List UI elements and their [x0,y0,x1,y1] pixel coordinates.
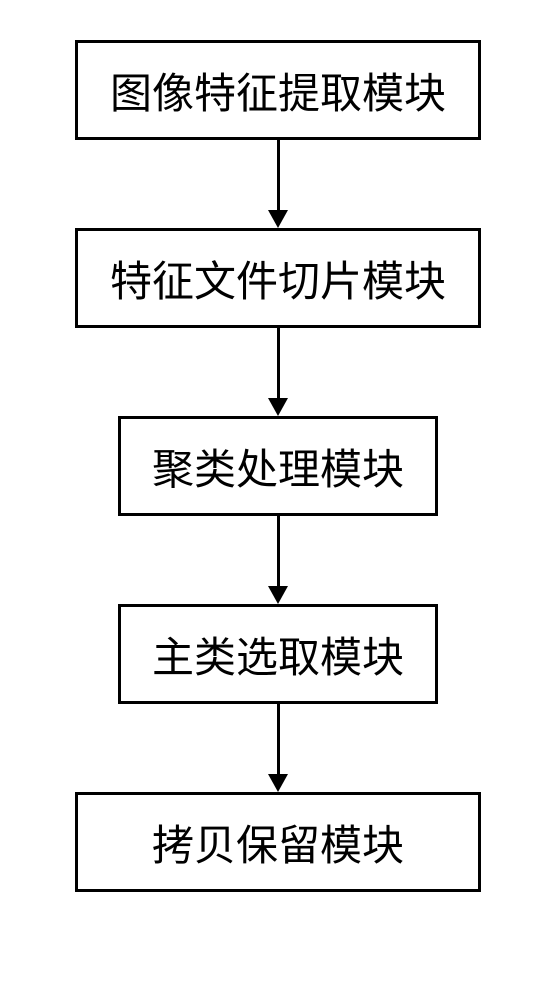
node-label: 图像特征提取模块 [110,60,446,121]
arrow-2-3 [268,328,288,416]
arrow-head-icon [268,774,288,792]
arrow-line [277,140,280,210]
flowchart-container: 图像特征提取模块 特征文件切片模块 聚类处理模块 主类选取模块 拷贝保留模块 [0,0,556,892]
node-label: 特征文件切片模块 [110,248,446,309]
arrow-head-icon [268,586,288,604]
node-copy-retention: 拷贝保留模块 [75,792,481,892]
node-main-class-selection: 主类选取模块 [118,604,438,704]
node-label: 聚类处理模块 [152,436,404,497]
node-image-feature-extraction: 图像特征提取模块 [75,40,481,140]
node-label: 主类选取模块 [152,624,404,685]
node-clustering-processing: 聚类处理模块 [118,416,438,516]
arrow-line [277,704,280,774]
arrow-line [277,328,280,398]
node-feature-file-slice: 特征文件切片模块 [75,228,481,328]
arrow-head-icon [268,398,288,416]
arrow-3-4 [268,516,288,604]
arrow-4-5 [268,704,288,792]
arrow-1-2 [268,140,288,228]
node-label: 拷贝保留模块 [152,812,404,873]
arrow-line [277,516,280,586]
arrow-head-icon [268,210,288,228]
